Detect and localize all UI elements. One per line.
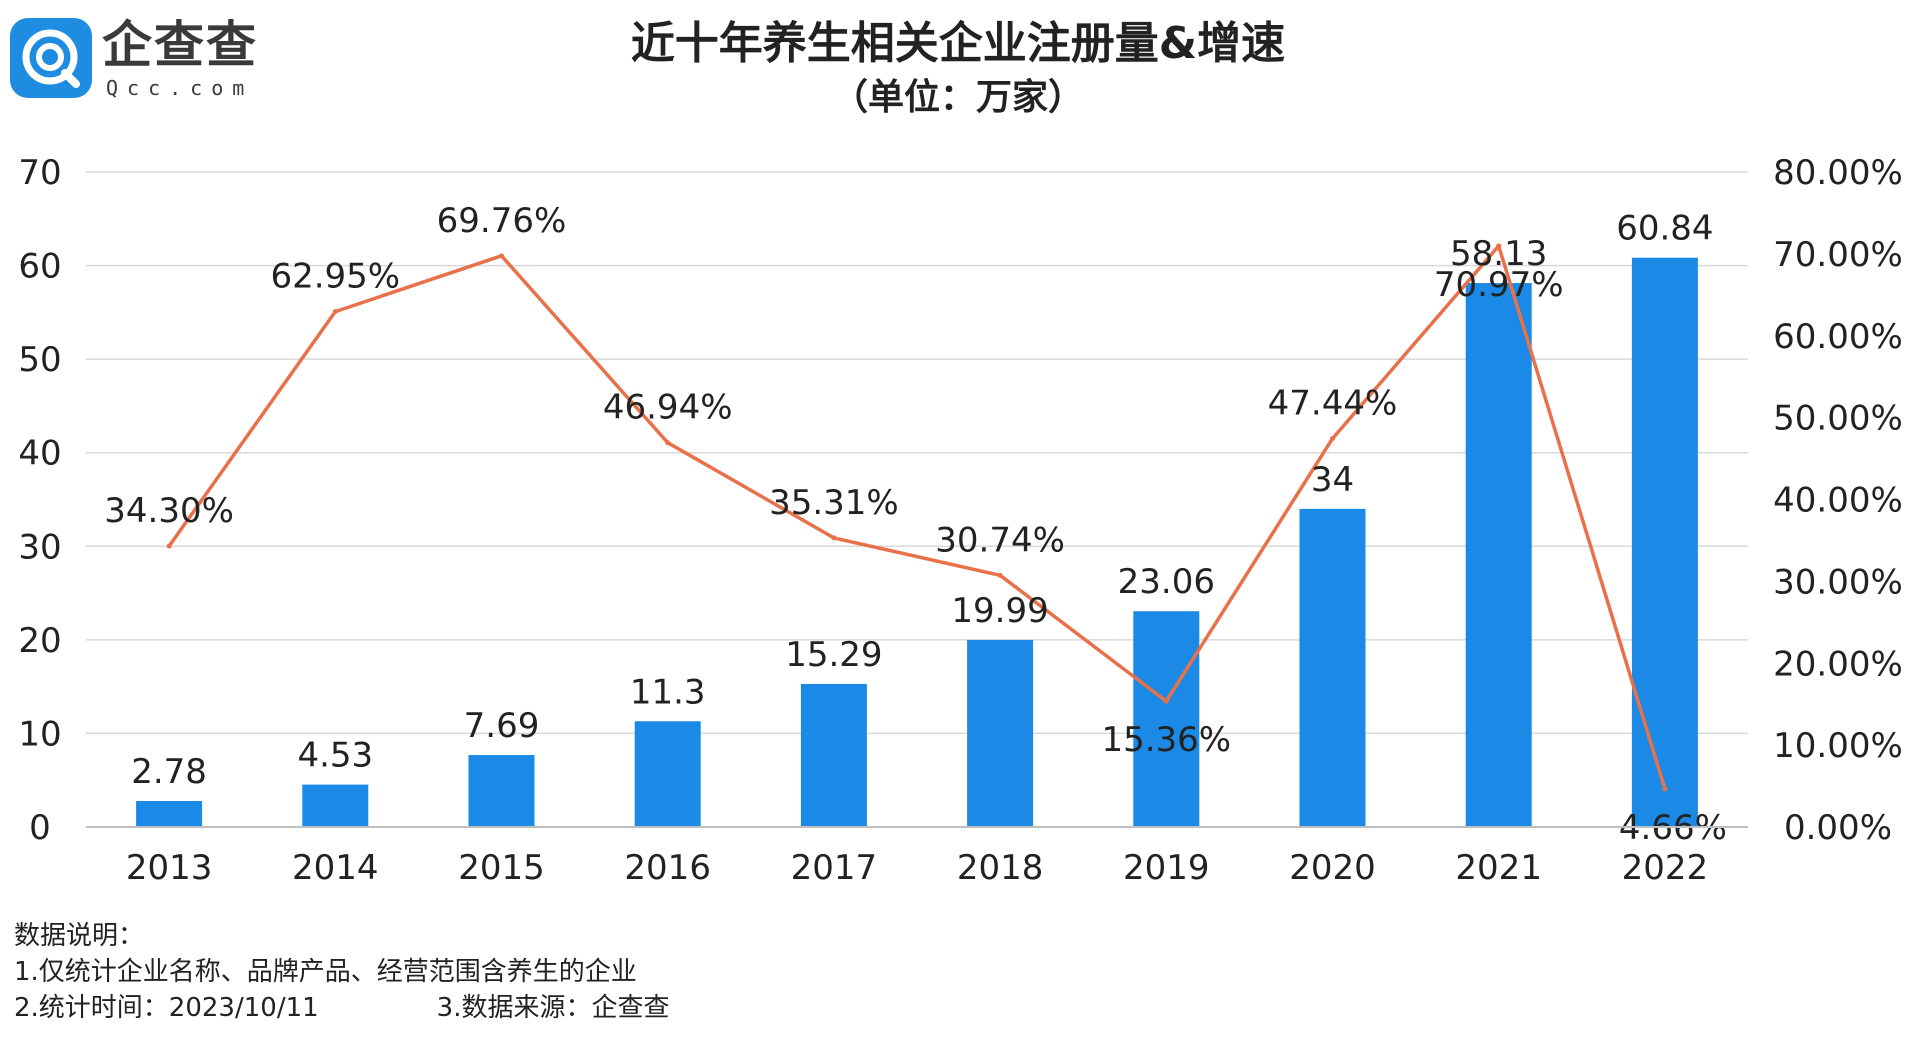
y-right-tick-label: 40.00%	[1773, 481, 1903, 521]
growth-point	[332, 309, 338, 315]
growth-point	[1662, 786, 1668, 792]
y-right-tick-label: 10.00%	[1773, 726, 1903, 766]
notes-line-1: 1.仅统计企业名称、品牌产品、经营范围含养生的企业	[14, 957, 637, 987]
y-left-tick-label: 20	[18, 621, 61, 661]
growth-point	[997, 572, 1003, 578]
bar	[634, 721, 701, 827]
growth-rate-label: 69.76%	[437, 201, 567, 241]
x-tick-label: 2015	[458, 848, 545, 888]
bar	[967, 639, 1034, 827]
x-tick-label: 2017	[791, 848, 878, 888]
y-right-tick-label: 20.00%	[1773, 644, 1903, 684]
y-right-tick-label: 30.00%	[1773, 562, 1903, 602]
x-tick-label: 2020	[1289, 848, 1376, 888]
bar	[468, 755, 535, 827]
y-right-tick-label: 70.00%	[1773, 235, 1903, 275]
x-tick-label: 2014	[292, 848, 379, 888]
y-left-tick-label: 60	[18, 247, 61, 287]
growth-rate-label: 35.31%	[769, 483, 899, 523]
x-tick-label: 2019	[1123, 848, 1210, 888]
bar-value-label: 7.69	[464, 706, 540, 746]
y-right-tick-label: 80.00%	[1773, 153, 1903, 193]
growth-rate-label: 15.36%	[1101, 720, 1231, 760]
growth-point	[1163, 698, 1169, 704]
x-tick-label: 2022	[1622, 848, 1709, 888]
bar-value-label: 58.13	[1450, 234, 1547, 274]
x-tick-label: 2013	[126, 848, 213, 888]
logo: 企查查 Qcc.com	[6, 14, 286, 104]
y-left-tick-label: 10	[18, 714, 61, 754]
notes-heading: 数据说明：	[14, 921, 145, 951]
qcc-logo-icon	[10, 18, 92, 98]
growth-polyline	[167, 244, 1667, 790]
data-notes: 数据说明： 1.仅统计企业名称、品牌产品、经营范围含养生的企业 2.统计时间：2…	[14, 918, 669, 1026]
bar-value-label: 34	[1311, 460, 1354, 500]
growth-point	[1330, 436, 1335, 442]
bars	[136, 257, 1698, 827]
logo-domain: Qcc.com	[106, 76, 254, 100]
bar-value-label: 19.99	[951, 591, 1048, 631]
x-tick-label: 2021	[1455, 848, 1542, 888]
y-right-tick-label: 60.00%	[1773, 317, 1903, 357]
y-left-tick-label: 40	[18, 434, 61, 474]
x-tick-label: 2018	[957, 848, 1044, 888]
y-right-tick-label: 0.00%	[1784, 808, 1892, 848]
growth-rate-label: 46.94%	[603, 388, 733, 428]
growth-rate-label: 34.30%	[104, 491, 234, 531]
bar	[136, 800, 203, 827]
growth-point	[831, 535, 837, 541]
bar	[1299, 508, 1366, 827]
bar	[1465, 283, 1532, 827]
bar	[302, 784, 369, 827]
bar-value-label: 15.29	[785, 635, 882, 675]
growth-rate-label: 47.44%	[1268, 384, 1398, 424]
bar	[800, 683, 867, 827]
y-left-tick-label: 30	[18, 527, 61, 567]
growth-point	[665, 440, 671, 446]
growth-rate-label: 70.97%	[1434, 265, 1564, 305]
bar-value-label: 60.84	[1616, 209, 1713, 249]
y-left-tick-label: 70	[18, 153, 61, 193]
notes-line-2: 2.统计时间：2023/10/11	[14, 993, 319, 1023]
y-right-tick-label: 50.00%	[1773, 399, 1903, 439]
logo-name: 企查查	[102, 16, 258, 74]
bar-value-label: 2.78	[131, 752, 207, 792]
growth-point	[166, 543, 172, 549]
x-tick-label: 2016	[624, 848, 711, 888]
bar	[1133, 611, 1200, 827]
bar-value-label: 23.06	[1118, 562, 1215, 602]
growth-rate-label: 62.95%	[270, 257, 400, 297]
chart-title: 近十年养生相关企业注册量&增速	[630, 18, 1286, 69]
data-labels: 2.78 4.53 7.69 11.3 15.29 19.99 23.06 34 58.13 60…	[104, 201, 1727, 848]
y-left-tick-label: 50	[18, 340, 61, 380]
growth-point	[499, 253, 504, 259]
bar-value-label: 4.53	[297, 736, 373, 776]
growth-point	[1496, 243, 1502, 249]
bar	[1631, 257, 1698, 827]
growth-rate-label: 30.74%	[935, 520, 1065, 560]
axes: 0 10 20 30 40 50 60 70 0.00% 10.00% 20.00% 30.00% 40…	[18, 153, 1902, 888]
y-left-tick-label: 0	[29, 808, 51, 848]
bar-value-label: 11.3	[630, 672, 706, 712]
notes-line-3: 3.数据来源：企查查	[436, 993, 670, 1023]
growth-line	[166, 243, 1668, 792]
chart-subtitle: （单位：万家）	[831, 77, 1084, 118]
